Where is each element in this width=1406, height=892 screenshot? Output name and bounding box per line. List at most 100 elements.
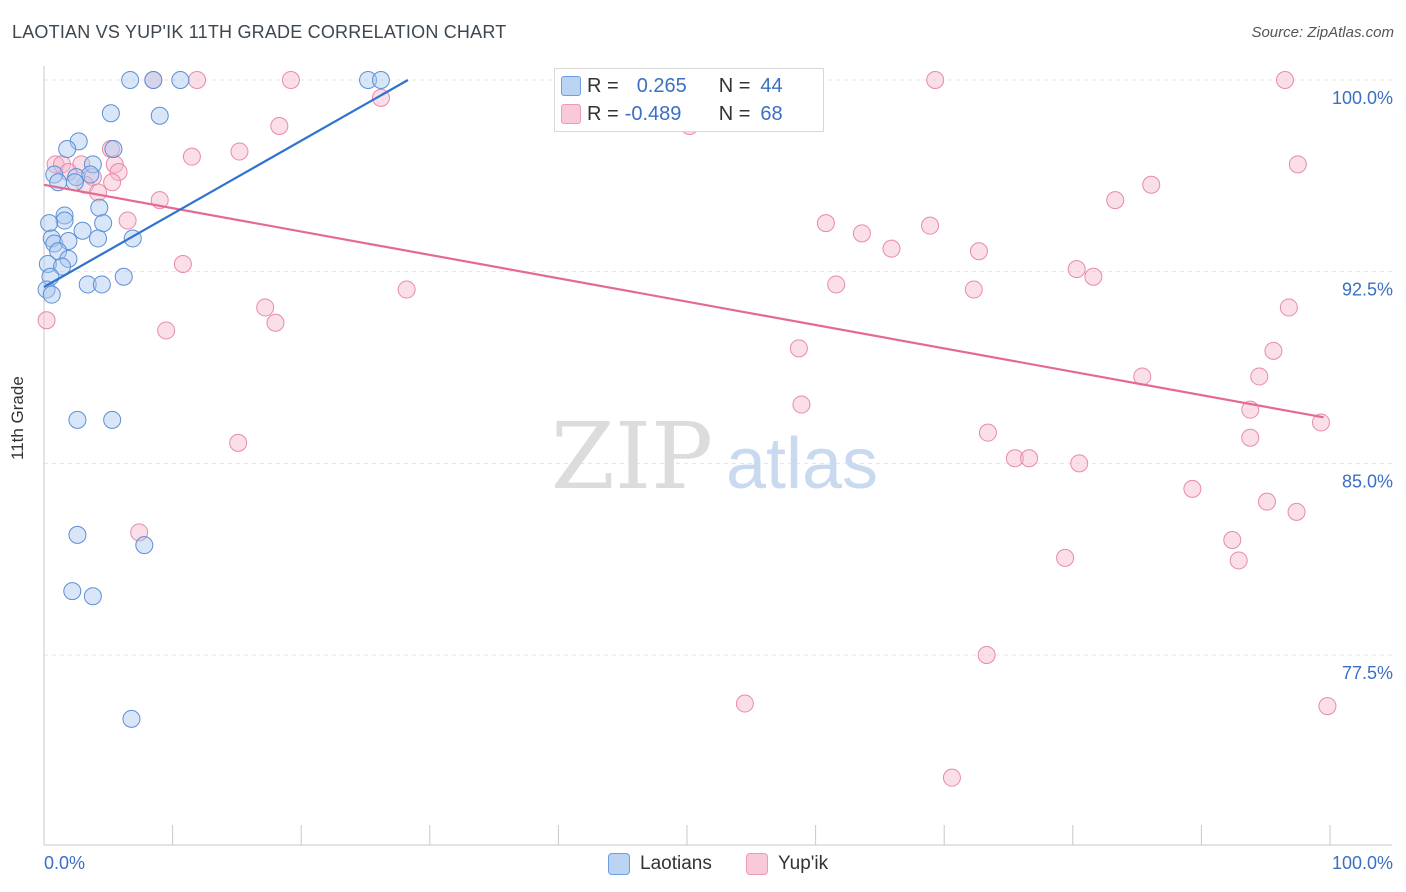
trend-line-laotians [43,79,409,288]
data-point-yupik [882,239,901,258]
data-point-yupik [964,280,983,299]
data-point-laotians [359,71,378,89]
data-point-yupik [1142,175,1161,194]
data-point-yupik [182,147,201,166]
data-point-laotians [63,582,82,601]
data-point-laotians [78,275,97,294]
series-yupik-points [37,71,1337,787]
y-axis-label: 11th Grade [8,376,27,460]
axes [43,66,1392,846]
data-point-laotians [81,165,100,184]
data-point-laotians [55,206,74,225]
data-point-yupik [1223,531,1242,549]
legend-swatch-yupik [746,853,768,875]
data-point-yupik [281,71,300,89]
stats-box: R = 0.265 N = 44 R = -0.489 N = 68 [554,68,824,132]
data-point-laotians [114,267,133,286]
stats-row-laotians: R = 0.265 N = 44 [561,73,783,99]
data-point-yupik [789,339,808,358]
data-point-yupik [792,395,811,414]
data-point-yupik [1318,697,1337,716]
data-point-laotians [94,214,113,233]
data-point-yupik [921,216,940,235]
n-value-laotians: 44 [760,74,783,97]
trend-line-yupik [43,183,1324,419]
data-point-yupik [1020,449,1039,468]
data-point-laotians [90,198,109,217]
data-point-yupik [969,242,988,261]
data-point-yupik [942,768,961,787]
data-point-yupik [735,694,754,713]
data-point-yupik [109,163,128,181]
data-point-laotians [59,249,78,268]
data-point-laotians [83,587,102,606]
data-point-yupik [1229,551,1248,570]
data-point-yupik [1287,502,1306,521]
data-point-laotians [49,242,68,261]
data-point-yupik [926,71,945,89]
y-tick-label: 92.5% [1342,280,1393,300]
data-point-laotians [68,525,87,544]
x-tick-label-max: 100.0% [1332,853,1393,873]
data-point-yupik [1275,71,1294,89]
y-tick-label: 85.0% [1342,471,1393,491]
data-point-yupik [397,280,416,299]
data-point-laotians [104,140,123,158]
data-point-yupik [103,173,122,192]
data-point-yupik [1106,191,1125,210]
data-point-laotians [89,229,108,248]
source-credit: Source: ZipAtlas.com [1251,24,1394,41]
data-point-laotians [65,173,84,192]
data-point-laotians [58,140,77,158]
data-point-yupik [816,214,835,233]
data-point-yupik [1288,155,1307,174]
data-point-yupik [1250,367,1269,386]
data-point-yupik [977,646,996,664]
data-point-laotians [42,285,61,304]
series-laotians-points [37,71,390,728]
data-point-laotians [144,71,163,89]
data-point-yupik [852,224,871,243]
gridlines [44,79,1392,656]
data-point-laotians [150,106,169,125]
laotians-swatch [561,76,581,96]
data-point-yupik [266,313,285,332]
legend-swatch-laotians [608,853,630,875]
data-point-yupik [1070,454,1089,473]
x-tick-label-min: 0.0% [44,853,85,873]
data-point-yupik [188,71,207,89]
data-point-laotians [122,709,141,728]
data-point-yupik [157,321,176,340]
data-point-yupik [1264,341,1283,360]
legend-item-laotians[interactable]: Laotians [608,852,712,876]
chart-title: LAOTIAN VS YUP'IK 11TH GRADE CORRELATION… [12,22,507,42]
r-label: R = [587,102,619,125]
r-label: R = [587,74,619,97]
data-point-yupik [1257,492,1276,511]
data-point-yupik [37,311,56,330]
watermark-zip: ZIP [551,403,713,510]
data-point-laotians [101,104,120,123]
data-point-yupik [827,275,846,294]
trend-lines [43,79,1324,419]
data-point-laotians [103,410,122,429]
data-point-yupik [978,423,997,442]
legend-label-yupik: Yup'ik [778,853,829,874]
data-point-yupik [229,433,248,452]
data-point-yupik [1279,298,1298,317]
data-point-yupik [256,298,275,317]
stats-row-yupik: R = -0.489 N = 68 [561,101,783,127]
data-point-laotians [83,155,102,174]
legend-item-yupik[interactable]: Yup'ik [746,852,828,876]
n-label: N = [718,74,751,97]
r-value-laotians: 0.265 [636,74,687,97]
yupik-swatch [561,104,581,124]
data-point-laotians [73,221,92,240]
data-point-laotians [92,275,111,294]
data-point-laotians [40,214,59,233]
data-point-yupik [270,117,289,135]
data-point-laotians [371,71,390,89]
data-point-yupik [1056,548,1075,567]
data-point-laotians [171,71,190,89]
